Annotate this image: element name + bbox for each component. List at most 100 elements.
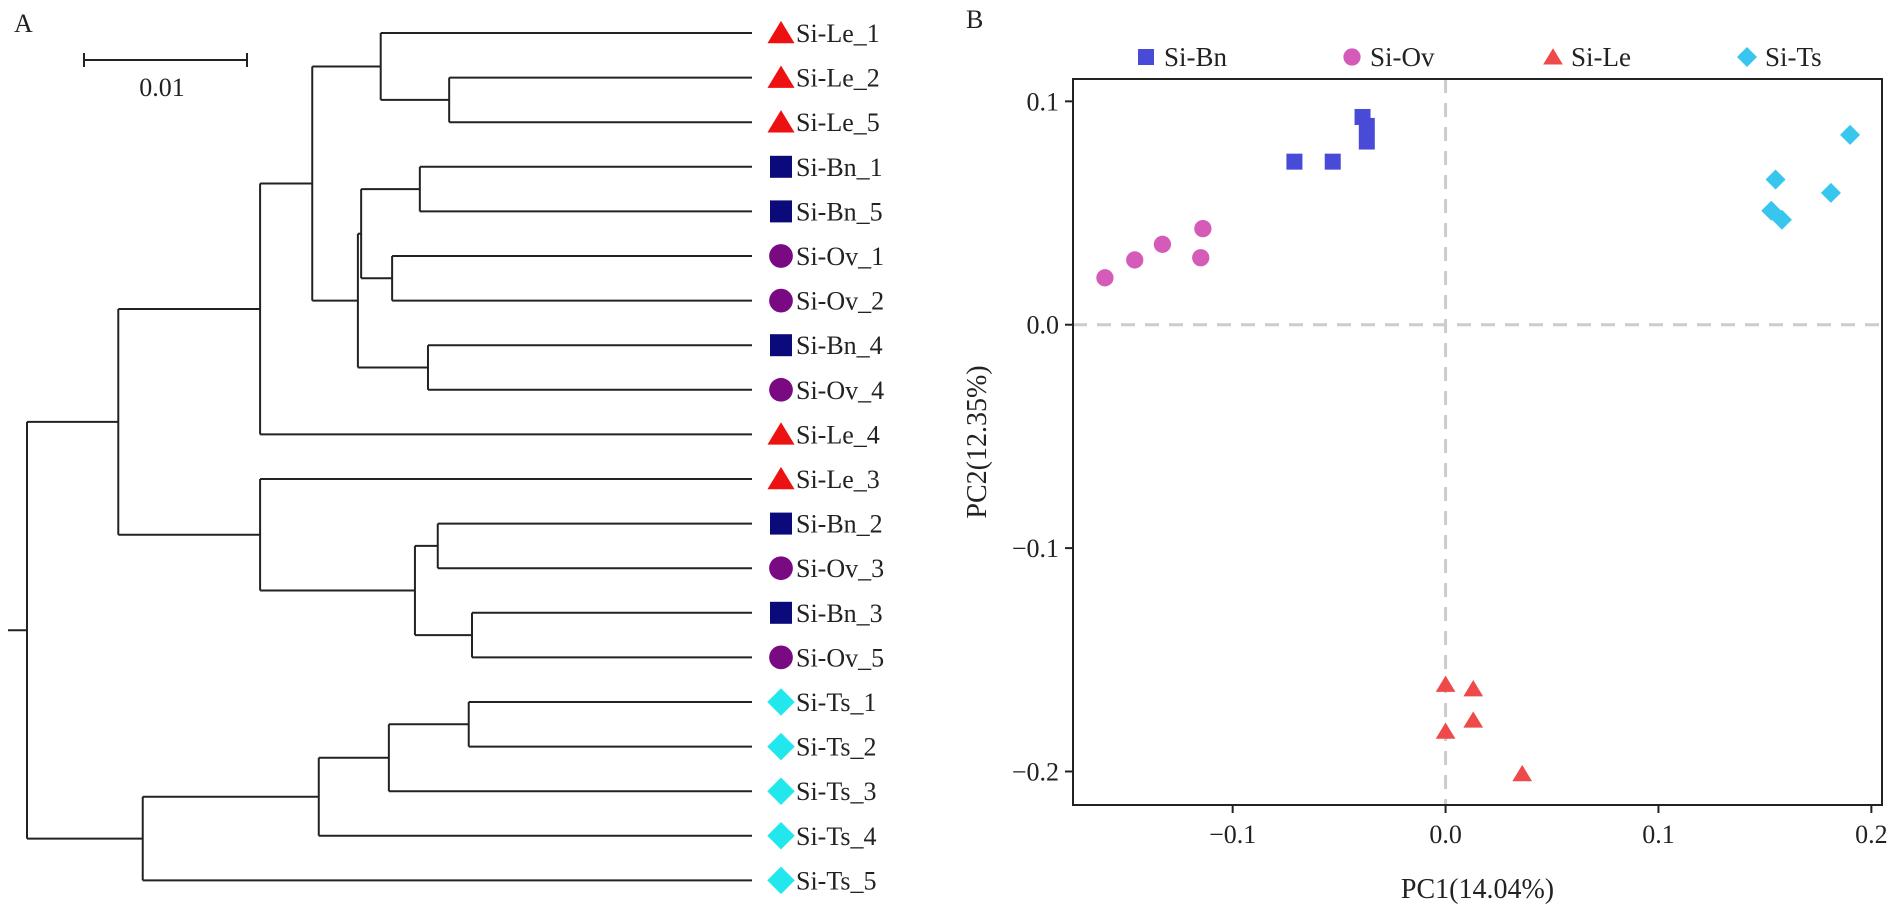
scale-bar: 0.01 [83, 53, 248, 102]
leaf-label: Si-Ov_1 [796, 242, 884, 271]
legend-item-Si-Ts: Si-Ts [1737, 42, 1822, 72]
tree-leaf: Si-Le_1 [767, 19, 880, 48]
data-point [1286, 153, 1303, 170]
leaf-label: Si-Bn_1 [796, 153, 883, 182]
data-point [1358, 133, 1375, 150]
leaf-marker-diamond [767, 777, 795, 805]
tree-leaf: Si-Bn_1 [770, 153, 883, 182]
leaf-marker-circle [769, 556, 793, 581]
tree-leaf: Si-Ts_4 [767, 822, 877, 851]
series-Si-Ov [1096, 220, 1212, 287]
leaf-marker-square [770, 601, 792, 624]
legend-item-Si-Ov: Si-Ov [1343, 42, 1435, 72]
data-point [1358, 117, 1375, 134]
leaf-marker-circle [769, 645, 793, 670]
data-point [1324, 153, 1341, 170]
tree-leaf: Si-Ov_1 [769, 242, 884, 271]
legend-item-Si-Le: Si-Le [1543, 42, 1631, 72]
tree-leaf: Si-Ts_2 [767, 732, 877, 762]
x-tick-label: 0.2 [1855, 820, 1888, 849]
tree-leaf: Si-Bn_3 [770, 599, 883, 628]
data-point [1194, 220, 1212, 238]
tree-leaves: Si-Le_1 Si-Le_2 Si-Le_5 Si-Bn_1 Si-Bn_5 Si-Ov… [767, 19, 884, 895]
leaf-label: Si-Ts_4 [796, 822, 877, 851]
series-Si-Le [1435, 675, 1533, 782]
leaf-marker-circle [769, 377, 793, 402]
scatter-points [1096, 108, 1861, 782]
data-point [1840, 124, 1861, 145]
legend-label: Si-Ts [1765, 42, 1822, 72]
tree-leaf: Si-Le_2 [767, 64, 880, 93]
leaf-label: Si-Ts_3 [796, 777, 877, 806]
data-point [1512, 764, 1533, 782]
leaf-marker-square [770, 334, 792, 357]
leaf-label: Si-Le_3 [796, 465, 880, 494]
x-tick-label: 0.1 [1642, 820, 1675, 849]
leaf-label: Si-Bn_2 [796, 510, 883, 539]
leaf-label: Si-Bn_3 [796, 599, 883, 628]
legend-marker [1343, 48, 1361, 66]
data-point [1435, 675, 1456, 692]
tree-leaf: Si-Ts_3 [767, 777, 877, 806]
leaf-label: Si-Le_4 [796, 420, 880, 449]
x-tick-label: 0.0 [1429, 820, 1462, 849]
y-axis-ticks: −0.2 −0.1 0.0 0.1 [1012, 87, 1073, 786]
leaf-marker-square [770, 155, 792, 178]
tree-leaf: Si-Ov_2 [769, 287, 884, 316]
scale-bar-label: 0.01 [139, 73, 185, 102]
leaf-marker-diamond [767, 866, 795, 895]
leaf-marker-diamond [767, 688, 795, 716]
x-tick-label: −0.1 [1209, 820, 1256, 849]
tree-leaf: Si-Bn_2 [770, 510, 883, 539]
pca-panel: B Si-Bn Si-Ov Si-Le Si-Ts −0.1 0.0 0.1 0.2 −0.… [962, 5, 1888, 905]
legend-marker [1737, 47, 1757, 67]
leaf-marker-circle [769, 244, 793, 268]
leaf-marker-triangle [767, 466, 795, 490]
x-axis-label: PC1(14.04%) [1401, 874, 1554, 905]
tree-leaf: Si-Le_3 [767, 465, 880, 494]
tree-leaf: Si-Ts_1 [767, 688, 877, 717]
data-point [1820, 182, 1841, 203]
tree-leaf: Si-Ov_3 [769, 554, 884, 583]
y-tick-label: −0.1 [1012, 534, 1059, 563]
leaf-label: Si-Ov_2 [796, 287, 884, 316]
tree-leaf: Si-Bn_5 [770, 197, 883, 226]
y-axis-label: PC2(12.35%) [962, 365, 993, 518]
panel-b-label: B [966, 5, 983, 34]
y-tick-label: 0.0 [1027, 311, 1060, 340]
y-tick-label: −0.2 [1012, 757, 1059, 786]
panel-a-label: A [14, 9, 33, 38]
data-point [1463, 680, 1484, 697]
series-Si-Bn [1286, 108, 1375, 170]
leaf-marker-diamond [767, 732, 795, 761]
leaf-label: Si-Bn_4 [796, 331, 883, 360]
leaf-label: Si-Le_5 [796, 108, 880, 137]
series-Si-Ts [1761, 124, 1861, 230]
leaf-label: Si-Le_1 [796, 19, 880, 48]
leaf-label: Si-Ts_5 [796, 866, 877, 895]
leaf-label: Si-Ov_3 [796, 554, 884, 583]
legend-label: Si-Ov [1370, 42, 1435, 72]
tree-leaf: Si-Ov_5 [769, 643, 884, 672]
leaf-marker-diamond [767, 822, 795, 850]
legend-item-Si-Bn: Si-Bn [1138, 42, 1228, 72]
y-tick-label: 0.1 [1027, 87, 1060, 116]
leaf-label: Si-Ov_5 [796, 643, 884, 672]
tree-leaf: Si-Ov_4 [769, 376, 884, 405]
leaf-marker-square [770, 512, 792, 535]
leaf-marker-triangle [767, 422, 795, 445]
leaf-label: Si-Le_2 [796, 64, 880, 93]
tree-leaf: Si-Bn_4 [770, 331, 883, 360]
data-point [1192, 249, 1210, 267]
legend: Si-Bn Si-Ov Si-Le Si-Ts [1138, 42, 1822, 72]
tree-leaf: Si-Le_5 [767, 108, 880, 137]
leaf-marker-triangle [767, 110, 795, 133]
data-point [1435, 722, 1456, 739]
data-point [1153, 235, 1172, 253]
x-axis-ticks: −0.1 0.0 0.1 0.2 [1209, 805, 1888, 849]
data-point [1126, 251, 1144, 269]
leaf-marker-square [770, 200, 792, 223]
leaf-label: Si-Ts_2 [796, 733, 877, 762]
leaf-label: Si-Ov_4 [796, 376, 884, 405]
